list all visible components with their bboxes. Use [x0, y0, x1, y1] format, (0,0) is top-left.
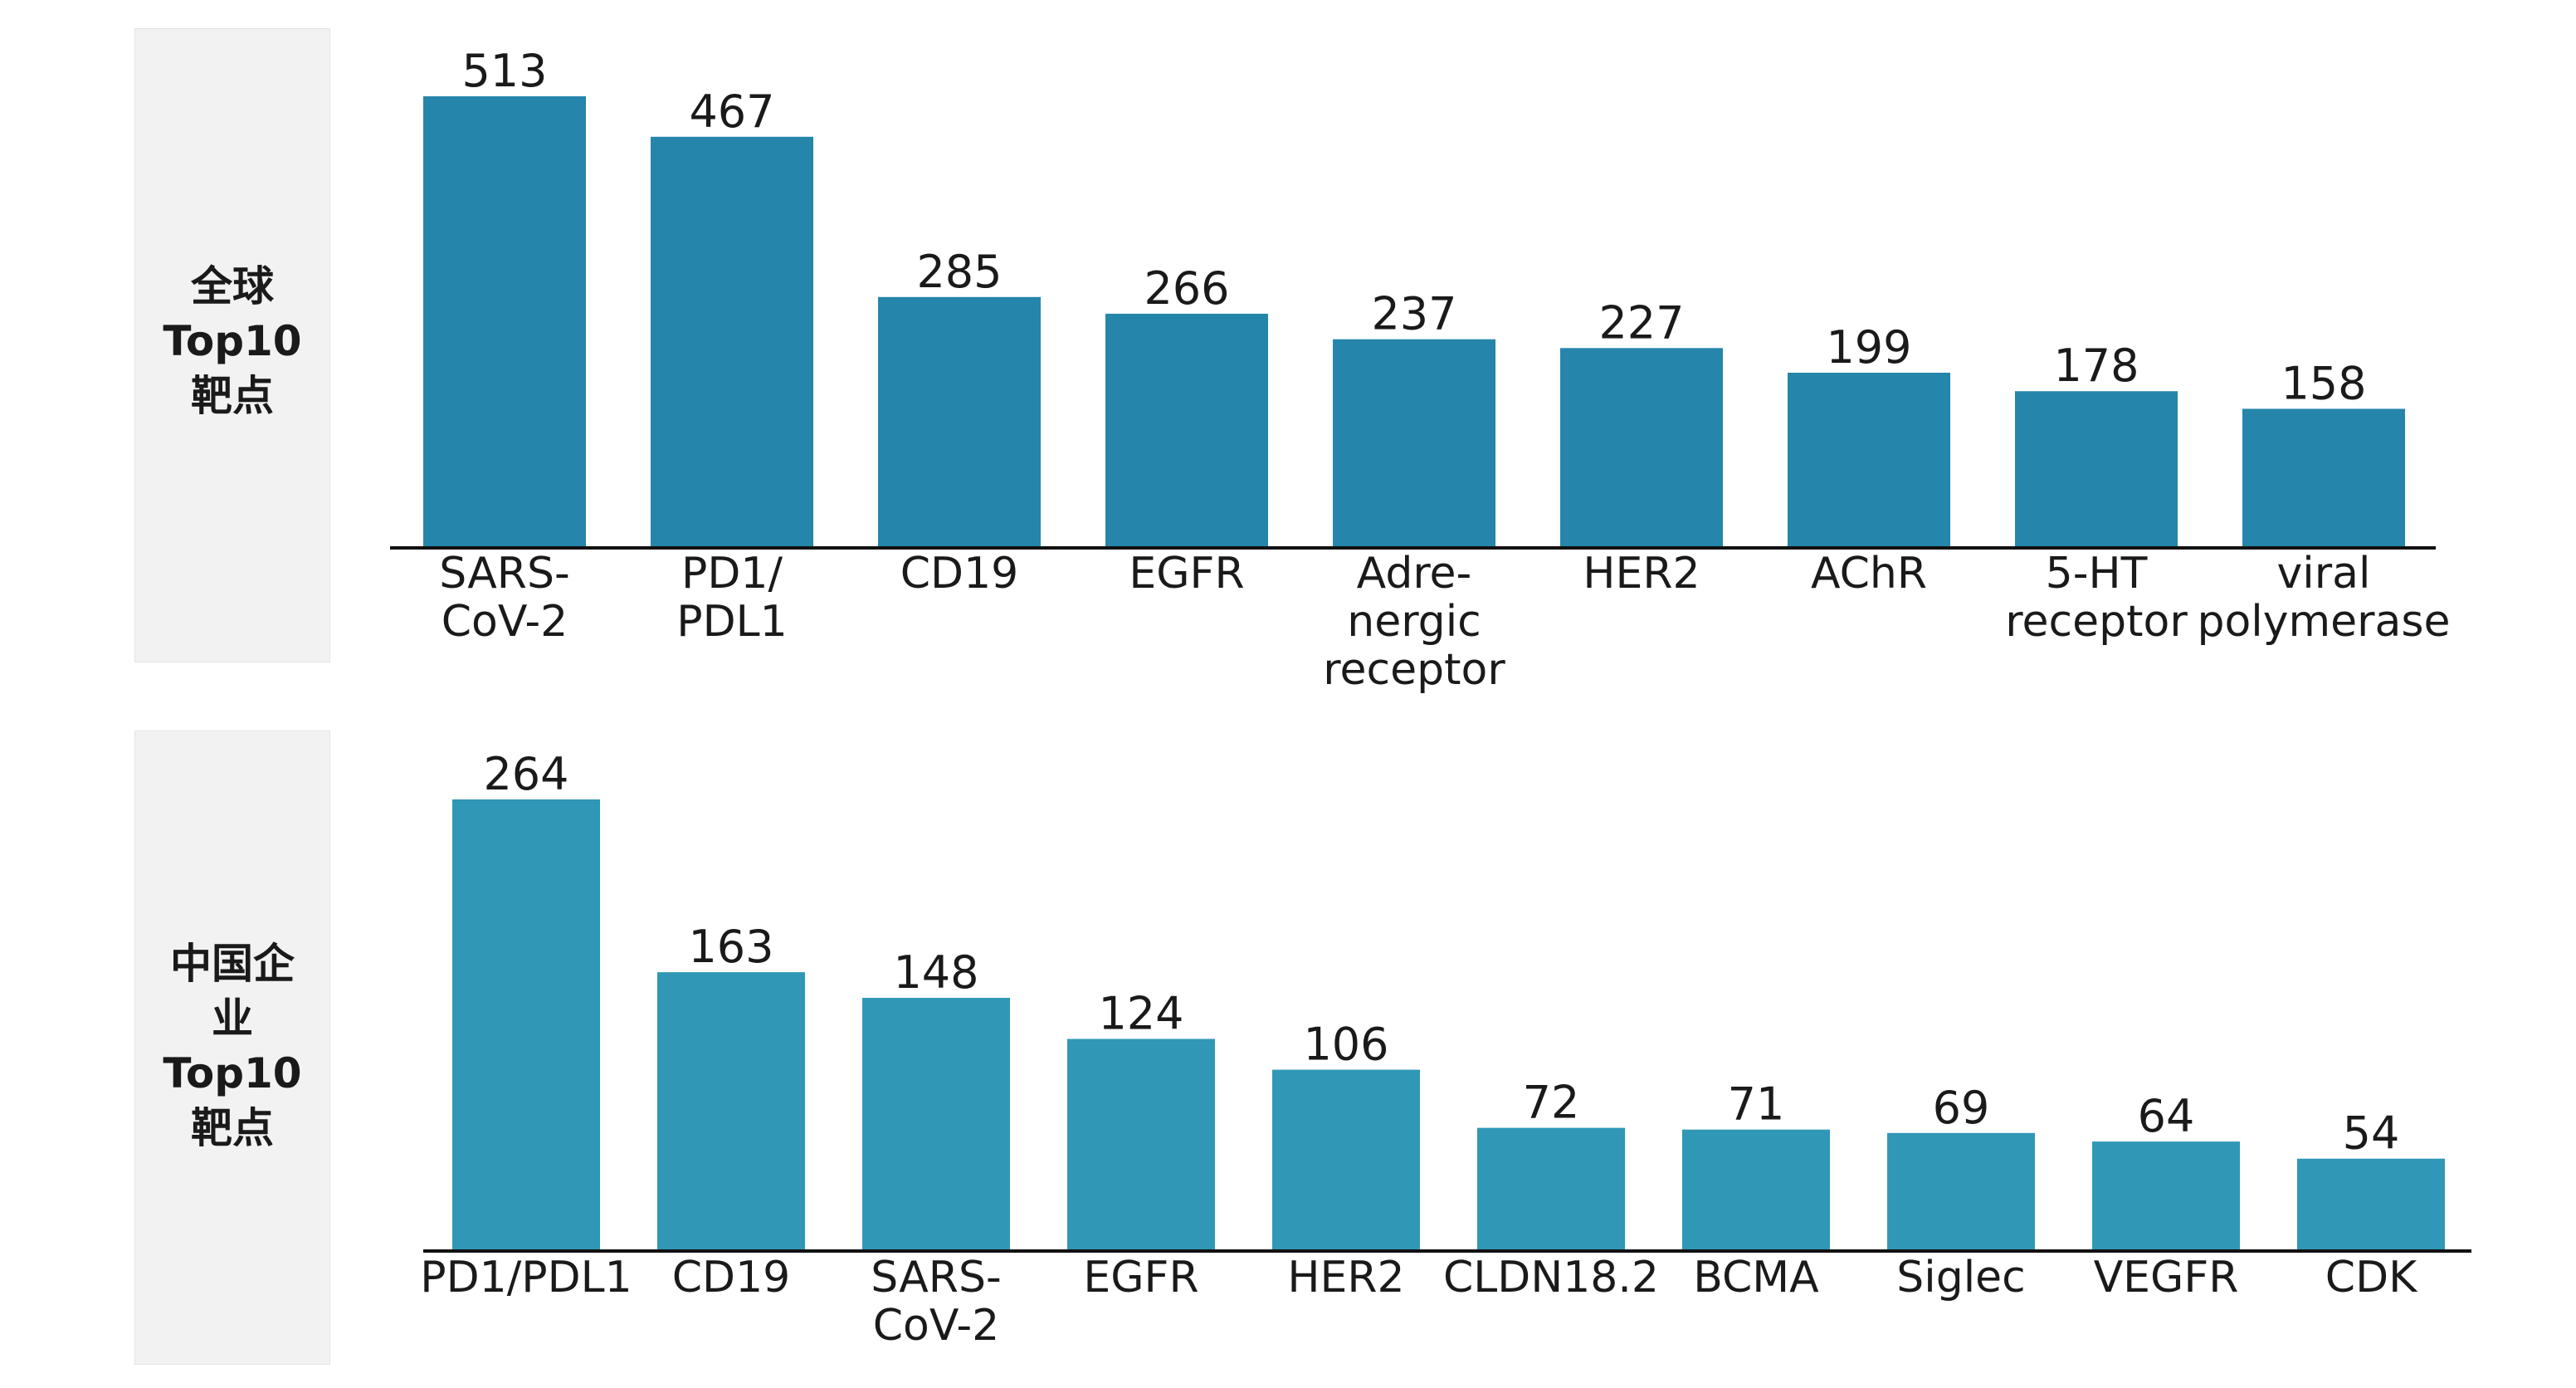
global-bar-0 — [423, 96, 586, 548]
china-bar-3 — [1067, 1039, 1215, 1251]
global-value-label-7: 178 — [2053, 340, 2139, 392]
china-value-label-5: 72 — [1523, 1077, 1580, 1129]
china-category-label-6: BCMA — [1693, 1253, 1819, 1302]
global-value-label-5: 227 — [1598, 296, 1684, 349]
china-bar-0 — [452, 799, 600, 1251]
china-section-panel — [134, 731, 330, 1365]
global-value-label-3: 266 — [1144, 262, 1229, 315]
china-category-label-2: SARS-CoV-2 — [871, 1253, 1001, 1351]
global-category-label-8: viral polymerase — [2197, 549, 2450, 647]
china-value-label-7: 69 — [1933, 1082, 1990, 1134]
global-bar-4 — [1333, 339, 1495, 548]
china-bar-4 — [1272, 1069, 1420, 1251]
china-value-label-1: 163 — [688, 921, 773, 973]
global-section-panel — [134, 28, 330, 662]
china-bar-5 — [1477, 1127, 1625, 1251]
global-bar-1 — [651, 136, 813, 548]
global-category-label-3: EGFR — [1129, 549, 1244, 599]
global-value-label-2: 285 — [916, 246, 1002, 298]
china-value-label-4: 106 — [1303, 1019, 1388, 1071]
global-value-label-4: 237 — [1371, 288, 1456, 340]
global-section-label: 全球 Top10 靶点 — [163, 262, 302, 420]
china-bar-2 — [862, 998, 1010, 1251]
china-bar-7 — [1887, 1132, 2035, 1251]
china-category-label-4: HER2 — [1287, 1253, 1404, 1302]
global-category-label-6: AChR — [1811, 549, 1927, 599]
china-value-label-9: 54 — [2343, 1107, 2400, 1160]
global-bar-6 — [1788, 372, 1950, 548]
global-bar-5 — [1560, 348, 1723, 548]
china-value-label-0: 264 — [483, 748, 568, 800]
global-category-label-7: 5-HT receptor — [2005, 549, 2188, 647]
global-category-label-1: PD1/PDL1 — [676, 549, 787, 647]
china-bar-6 — [1682, 1129, 1830, 1251]
global-bar-8 — [2242, 408, 2405, 548]
china-section-label: 中国企 业 Top10 靶点 — [163, 940, 302, 1152]
china-category-label-3: EGFR — [1083, 1253, 1198, 1302]
global-category-label-2: CD19 — [900, 549, 1019, 599]
china-value-label-2: 148 — [893, 946, 978, 999]
global-category-label-5: HER2 — [1583, 549, 1700, 599]
global-category-label-0: SARS-CoV-2 — [439, 549, 569, 647]
global-bar-7 — [2015, 391, 2178, 548]
global-value-label-6: 199 — [1826, 321, 1911, 374]
china-value-label-3: 124 — [1098, 987, 1183, 1039]
china-category-label-8: VEGFR — [2094, 1253, 2239, 1302]
china-value-label-8: 64 — [2138, 1090, 2195, 1142]
global-value-label-8: 158 — [2281, 357, 2366, 409]
china-category-label-5: CLDN18.2 — [1443, 1253, 1659, 1302]
global-bar-3 — [1105, 313, 1268, 548]
china-bar-1 — [657, 972, 805, 1251]
global-category-label-4: Adre-nergic receptor — [1323, 549, 1505, 695]
china-bar-8 — [2092, 1141, 2240, 1251]
china-category-label-1: CD19 — [672, 1253, 791, 1302]
global-value-label-1: 467 — [689, 86, 774, 138]
global-value-label-0: 513 — [461, 45, 547, 97]
china-category-label-7: Siglec — [1896, 1253, 2026, 1302]
china-value-label-6: 71 — [1728, 1078, 1785, 1131]
china-category-label-0: PD1/PDL1 — [420, 1253, 632, 1302]
china-category-label-9: CDK — [2325, 1253, 2418, 1302]
china-bar-9 — [2297, 1158, 2445, 1251]
global-bar-2 — [878, 296, 1041, 548]
